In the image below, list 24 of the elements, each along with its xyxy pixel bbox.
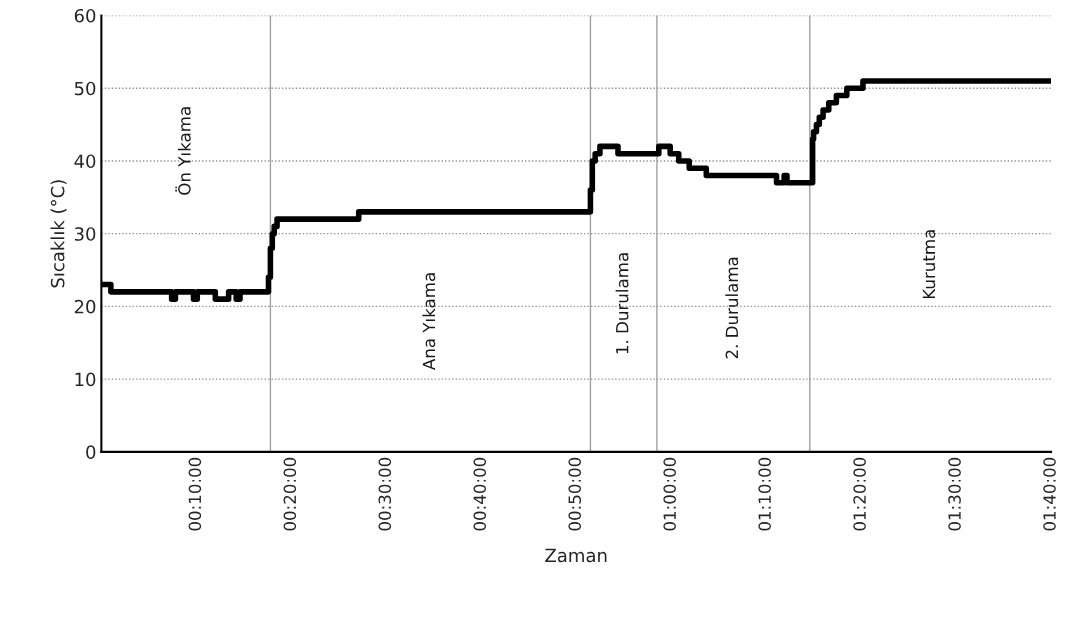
x-tick-label: 00:20:00 [283,457,297,531]
y-tick-label: 0 [86,445,96,459]
y-axis-title: Sıcaklık (°C) [50,180,67,288]
y-tick-label: 40 [74,154,96,169]
y-tick-label: 20 [74,299,96,314]
x-tick-label: 00:40:00 [473,457,487,531]
annotation: Ön Yıkama [175,107,191,195]
y-tick-label: 60 [74,8,96,23]
y-tick-label: 30 [74,227,96,241]
y-tick-label: 50 [74,81,96,96]
annotation: Ana Yıkama [422,273,436,370]
annotation: 2. Durulama [725,257,739,359]
y-tick-label: 10 [75,372,96,387]
x-tick-label: 01:10:00 [758,457,771,531]
x-tick-label: 01:20:00 [853,457,866,531]
x-tick-label: 01:40:00 [1043,457,1056,531]
x-tick-label: 00:30:00 [378,457,392,531]
x-tick-label: 01:00:00 [663,457,676,531]
annotation: 1. Durulama [615,253,629,354]
annotation: Kurutma [922,230,936,299]
x-axis-title: Zaman [545,548,607,563]
x-tick-label: 01:30:00 [948,457,961,531]
x-tick-label: 00:10:00 [188,457,202,531]
x-tick-label: 00:50:00 [568,457,582,531]
